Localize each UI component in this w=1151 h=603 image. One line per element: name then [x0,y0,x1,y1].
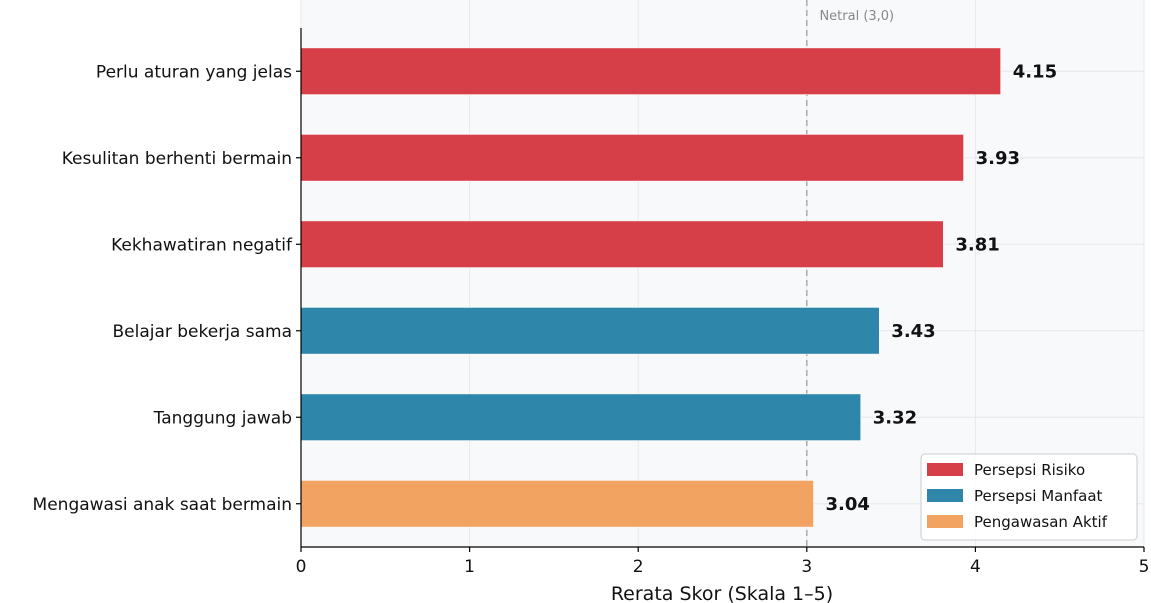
x-axis-title: Rerata Skor (Skala 1–5) [611,583,833,603]
legend-label: Persepsi Risiko [974,461,1085,479]
y-tick-label: Kekhawatiran negatif [111,235,293,255]
legend-label: Persepsi Manfaat [974,487,1103,505]
bar [300,393,862,441]
value-label: 3.81 [955,234,999,255]
bar [300,47,1001,95]
legend-swatch [927,463,963,476]
x-tick-label: 4 [970,557,981,577]
x-axis-ticks: 0 1 2 3 4 5 [296,547,1150,577]
value-labels: 4.15 3.93 3.81 3.43 3.32 3.04 [826,61,1058,515]
x-tick-label: 0 [296,557,307,577]
y-tick-label: Tanggung jawab [153,408,292,428]
y-tick-label: Kesulitan berhenti bermain [62,149,292,169]
x-tick-label: 5 [1139,557,1150,577]
x-tick-label: 2 [633,557,644,577]
legend-swatch [927,489,963,502]
legend-swatch [927,515,963,528]
legend-label: Pengawasan Aktif [974,513,1108,531]
x-tick-label: 1 [464,557,475,577]
neutral-reference-label: Netral (3,0) [819,9,894,24]
y-axis-labels: Perlu aturan yang jelas Kesulitan berhent… [33,62,301,515]
bar [300,134,964,182]
y-tick-label: Belajar bekerja sama [112,322,292,342]
value-label: 3.93 [976,148,1020,169]
legend-box [920,453,1138,541]
bars [300,47,1001,528]
value-label: 4.15 [1013,61,1057,82]
bar [300,307,880,355]
legend: Persepsi Risiko Persepsi Manfaat Pengawasa… [920,453,1138,541]
value-label: 3.04 [826,494,870,515]
bar [300,480,814,528]
value-label: 3.32 [873,407,917,428]
bar [300,220,944,268]
y-tick-label: Perlu aturan yang jelas [96,62,292,82]
x-tick-label: 3 [801,557,812,577]
value-label: 3.43 [891,321,935,342]
y-tick-label: Mengawasi anak saat bermain [33,495,292,515]
